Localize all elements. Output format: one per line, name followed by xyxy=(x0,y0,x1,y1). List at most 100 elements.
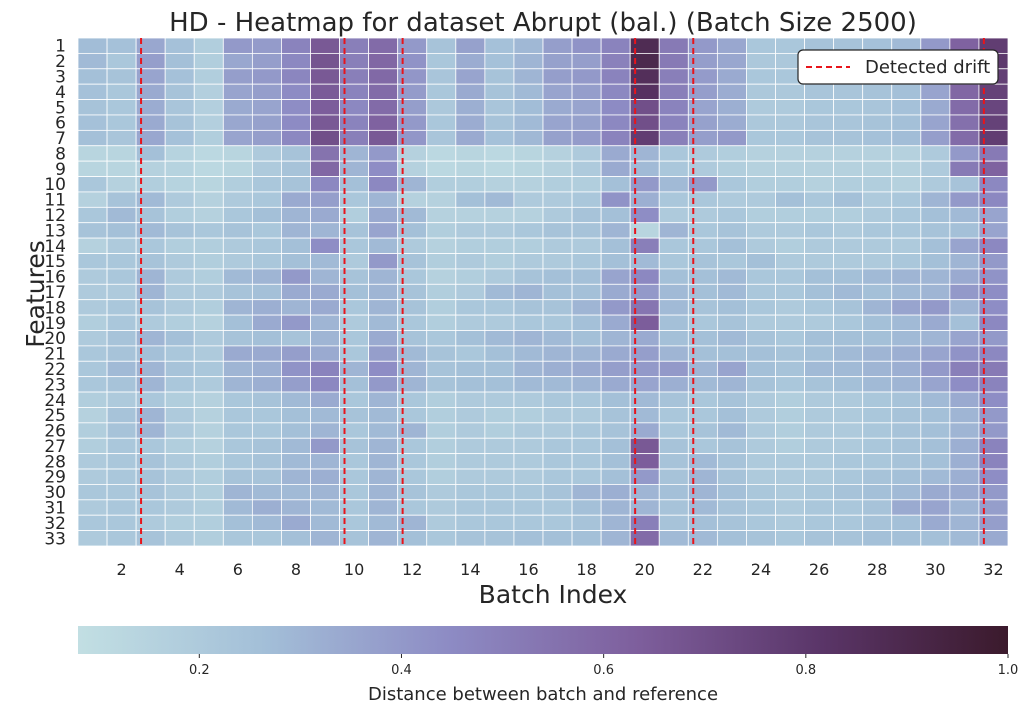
heatmap-cell xyxy=(106,206,137,224)
heatmap-cell xyxy=(455,129,486,147)
y-tick-label: 13 xyxy=(44,221,66,241)
heatmap-cell xyxy=(251,407,282,424)
heatmap-cell xyxy=(251,99,282,116)
heatmap-cell xyxy=(426,437,457,455)
heatmap-cell xyxy=(368,37,399,54)
heatmap-cell xyxy=(251,191,282,208)
heatmap-cell xyxy=(833,345,864,362)
heatmap-cell xyxy=(77,191,108,208)
heatmap-cell xyxy=(775,160,805,177)
heatmap-cell xyxy=(426,253,457,270)
heatmap-cell xyxy=(862,345,893,362)
heatmap-cell xyxy=(77,37,108,54)
heatmap-cell xyxy=(193,176,224,193)
heatmap-cell xyxy=(193,499,224,516)
heatmap-cell xyxy=(310,422,340,439)
heatmap-cell xyxy=(833,376,864,393)
heatmap-cell xyxy=(949,237,980,254)
x-tick-label: 16 xyxy=(518,560,538,579)
heatmap-cell xyxy=(484,129,515,147)
heatmap-cell xyxy=(455,530,486,547)
heatmap-cell xyxy=(368,83,399,100)
heatmap-cell xyxy=(600,191,631,208)
heatmap-cell xyxy=(310,376,340,393)
heatmap-cell xyxy=(193,283,224,301)
heatmap-cell xyxy=(484,314,515,331)
heatmap-cell xyxy=(716,283,747,301)
heatmap-cell xyxy=(310,360,340,378)
heatmap-cell xyxy=(542,499,573,516)
heatmap-cell xyxy=(455,453,486,470)
heatmap-cell xyxy=(920,376,951,393)
heatmap-cell xyxy=(571,283,602,301)
heatmap-cell xyxy=(368,68,399,85)
heatmap-cell xyxy=(368,360,399,378)
heatmap-cell xyxy=(833,299,864,316)
heatmap-cell xyxy=(281,376,311,393)
heatmap-cell xyxy=(571,52,602,70)
heatmap-cell xyxy=(600,37,631,54)
heatmap-cell xyxy=(571,499,602,516)
heatmap-cell xyxy=(77,422,108,439)
heatmap-cell xyxy=(484,68,515,85)
heatmap-cell xyxy=(106,99,137,116)
heatmap-cell xyxy=(513,160,544,177)
heatmap-cell xyxy=(920,145,951,162)
heatmap-cell xyxy=(455,314,486,331)
heatmap-cell xyxy=(746,83,776,100)
heatmap-cell xyxy=(862,206,893,224)
heatmap-cell xyxy=(746,407,776,424)
heatmap-cell xyxy=(77,484,108,501)
heatmap-cell xyxy=(716,83,747,100)
heatmap-cell xyxy=(920,99,951,116)
heatmap-cell xyxy=(658,314,689,331)
heatmap-cell xyxy=(571,407,602,424)
heatmap-cell xyxy=(222,68,253,85)
heatmap-cell xyxy=(891,514,922,532)
heatmap-cell xyxy=(513,514,544,532)
heatmap-cell xyxy=(600,68,631,85)
heatmap-cell xyxy=(804,83,835,100)
heatmap-cell xyxy=(891,407,922,424)
heatmap-cell xyxy=(600,330,631,347)
heatmap-cell xyxy=(920,268,951,285)
heatmap-cell xyxy=(77,453,108,470)
heatmap-cell xyxy=(542,484,573,501)
heatmap-cell xyxy=(891,376,922,393)
heatmap-cell xyxy=(222,360,253,378)
heatmap-cell xyxy=(862,499,893,516)
heatmap-cell xyxy=(77,145,108,162)
heatmap-cell xyxy=(281,253,311,270)
heatmap-cell xyxy=(164,160,195,177)
y-tick-label: 15 xyxy=(44,252,66,272)
heatmap-cell xyxy=(571,422,602,439)
x-tick-label: 6 xyxy=(233,560,243,579)
heatmap-cell xyxy=(164,176,195,193)
heatmap-cell xyxy=(310,345,340,362)
heatmap-cell xyxy=(426,114,457,131)
heatmap-cell xyxy=(716,468,747,485)
heatmap-cell xyxy=(833,176,864,193)
heatmap-cell xyxy=(426,330,457,347)
heatmap-cell xyxy=(775,222,805,239)
heatmap-cell xyxy=(426,314,457,331)
heatmap-cell xyxy=(542,68,573,85)
heatmap-cell xyxy=(600,437,631,455)
heatmap-cell xyxy=(716,191,747,208)
heatmap-cell xyxy=(862,468,893,485)
heatmap-cell xyxy=(77,176,108,193)
heatmap-cell xyxy=(949,360,980,378)
heatmap-cell xyxy=(106,468,137,485)
heatmap-cell xyxy=(804,376,835,393)
heatmap-cell xyxy=(368,129,399,147)
heatmap-cell xyxy=(164,299,195,316)
heatmap-cell xyxy=(949,530,980,547)
heatmap-cell xyxy=(804,407,835,424)
heatmap-cell xyxy=(310,453,340,470)
heatmap-cell xyxy=(804,453,835,470)
heatmap-cell xyxy=(222,530,253,547)
heatmap-cell xyxy=(484,222,515,239)
heatmap-cell xyxy=(542,514,573,532)
x-tick-label: 20 xyxy=(635,560,655,579)
heatmap-cell xyxy=(920,514,951,532)
